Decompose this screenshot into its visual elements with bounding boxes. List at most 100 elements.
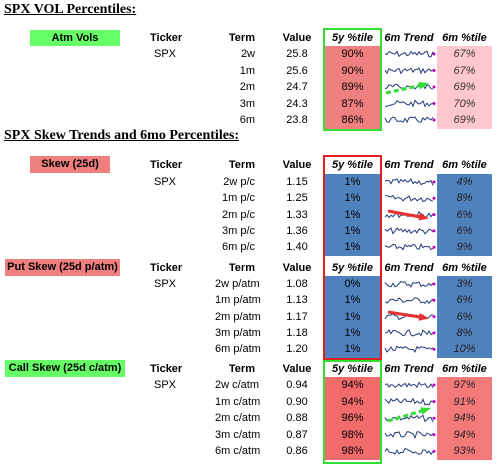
value: 0.88: [286, 412, 308, 425]
pct-6m: 70%: [453, 97, 476, 110]
value: 1.18: [286, 326, 308, 339]
pct-5y: 86%: [341, 114, 364, 126]
trend-end: [432, 331, 436, 335]
trend-line: [384, 297, 434, 305]
trend-end: [432, 245, 436, 249]
highlight-border: [323, 155, 382, 360]
trend-end: [432, 347, 436, 351]
trend-line: [384, 345, 434, 353]
trend-end: [432, 196, 436, 200]
pct-6m: 6%: [456, 294, 473, 307]
trend-line: [384, 447, 434, 456]
term: 1m: [239, 64, 255, 77]
pct5y-bg: [325, 174, 380, 256]
column-header: Ticker: [150, 159, 183, 171]
pct-5y: 98%: [341, 428, 364, 441]
column-header: 6m Trend: [384, 32, 434, 44]
column-header: 5y %tile: [332, 363, 373, 375]
column-header: Ticker: [150, 32, 183, 44]
trend-line: [384, 83, 434, 91]
highlight-border: [323, 360, 382, 464]
trend-end: [432, 69, 436, 72]
column-header: Value: [282, 262, 312, 274]
trend-end: [432, 213, 436, 217]
pct-6m: 67%: [453, 64, 476, 77]
pct-6m: 97%: [453, 379, 476, 391]
arrow-head: [418, 81, 429, 90]
column-header: Ticker: [150, 363, 183, 375]
trend-line: [384, 397, 434, 406]
trend-end: [432, 85, 436, 89]
term: 2m p/c: [221, 208, 255, 221]
value: 1.36: [286, 224, 308, 237]
arrow-head: [420, 407, 431, 415]
pct6m-bg: [437, 174, 492, 256]
trend-line: [384, 99, 434, 108]
term: 2w p/c: [223, 176, 255, 188]
section-title: SPX Skew Trends and 6mo Percentiles:: [4, 128, 240, 143]
trend-end: [432, 282, 436, 286]
column-header: 6m %tile: [442, 363, 487, 375]
value: 1.13: [286, 294, 308, 307]
pct-5y: 87%: [341, 97, 364, 110]
value: 24.3: [286, 97, 308, 110]
term: 6m p/c: [221, 241, 255, 254]
pct-5y: 1%: [344, 310, 361, 323]
section-title: SPX VOL Percentiles:: [4, 2, 137, 17]
pct-5y: 94%: [341, 379, 364, 391]
column-header: 6m Trend: [384, 262, 434, 274]
trend-line: [384, 194, 434, 202]
pct-6m: 8%: [456, 326, 473, 339]
pct6m-bg: [437, 377, 492, 460]
section-label: Atm Vols: [30, 30, 120, 46]
pct-5y: 1%: [344, 224, 361, 237]
trend-end: [432, 298, 436, 302]
value: 0.86: [286, 445, 308, 458]
pct-5y: 1%: [344, 294, 361, 307]
pct-6m: 6%: [456, 208, 473, 221]
pct-5y: 0%: [344, 278, 361, 290]
trend-line: [384, 328, 434, 337]
column-header: Term: [228, 32, 255, 44]
pct-5y: 89%: [341, 81, 364, 93]
value: 0.87: [286, 428, 308, 441]
value: 1.25: [286, 192, 308, 205]
value: 1.20: [286, 343, 308, 356]
trend-line: [384, 50, 434, 58]
section-label: Skew (25d): [30, 156, 110, 173]
column-header: 5y %tile: [332, 159, 373, 171]
value: 1.17: [286, 310, 308, 323]
pct-6m: 69%: [453, 114, 476, 126]
pct-6m: 94%: [453, 428, 476, 441]
trend-end: [432, 416, 436, 420]
value: 1.15: [286, 176, 308, 188]
value: 25.6: [286, 64, 308, 77]
trend-line: [384, 227, 434, 235]
column-header: Term: [228, 262, 255, 274]
trend-end: [432, 102, 436, 105]
pct-6m: 10%: [453, 343, 476, 356]
pct-5y: 1%: [344, 241, 361, 254]
ticker: SPX: [153, 176, 176, 188]
value: 25.8: [286, 48, 308, 60]
column-header: 6m %tile: [442, 262, 487, 274]
term: 6m c/atm: [215, 445, 261, 458]
trend-end: [432, 180, 436, 184]
column-header: 6m Trend: [384, 159, 434, 171]
pct-5y: 90%: [341, 48, 364, 60]
pct-6m: 93%: [453, 445, 476, 458]
ticker: SPX: [153, 278, 176, 290]
pct-5y: 1%: [344, 208, 361, 221]
value: 1.33: [286, 208, 308, 221]
column-header: 5y %tile: [332, 32, 373, 44]
trend-line: [384, 414, 434, 423]
term: 3m c/atm: [215, 428, 261, 441]
value: 1.08: [286, 278, 308, 290]
term: 2m p/atm: [215, 310, 261, 323]
term: 1m c/atm: [215, 395, 261, 408]
pct-5y: 90%: [341, 64, 364, 77]
pct-5y: 1%: [344, 343, 361, 356]
pct6m-bg: [437, 46, 492, 129]
value: 23.8: [286, 114, 308, 126]
